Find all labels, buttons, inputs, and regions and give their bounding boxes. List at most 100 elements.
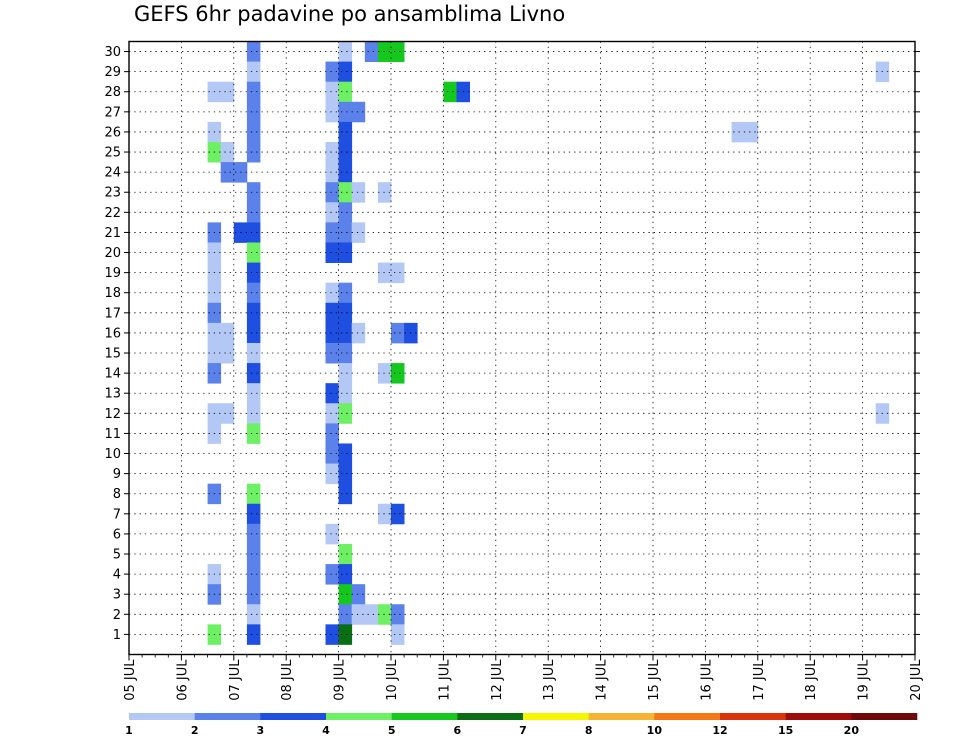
heatmap-cell	[246, 584, 261, 605]
heatmap-cell	[338, 81, 353, 103]
heatmap-cell	[391, 262, 405, 284]
heatmap-cell	[338, 242, 353, 263]
heatmap-cell	[246, 121, 261, 143]
x-tick-label: 20 JUL	[909, 659, 924, 701]
colorbar-label: 5	[388, 724, 396, 737]
y-tick-label: 28	[104, 85, 121, 100]
x-tick-label: 15 JUL	[647, 659, 662, 701]
heatmap-cell	[391, 363, 405, 384]
heatmap-cell	[325, 282, 339, 304]
heatmap-cell	[351, 101, 366, 123]
heatmap-cell	[220, 403, 235, 424]
x-tick-label: 13 JUL	[542, 659, 557, 701]
heatmap-cell	[338, 342, 353, 364]
heatmap-cell	[246, 61, 261, 83]
heatmap-cell	[338, 383, 353, 404]
heatmap-cell	[325, 61, 339, 83]
heatmap-cell	[246, 282, 261, 304]
colorbar-label: 2	[191, 724, 199, 737]
heatmap-cell	[325, 463, 339, 485]
colorbar-swatch	[720, 713, 786, 720]
heatmap-cell	[351, 322, 366, 344]
heatmap-cell	[338, 363, 353, 384]
x-tick-label: 12 JUL	[490, 659, 505, 701]
heatmap-cell	[325, 523, 339, 545]
heatmap-cell	[325, 222, 339, 243]
x-tick-label: 06 JUL	[175, 659, 190, 701]
heatmap-cell	[338, 443, 353, 464]
colorbar-label: 20	[844, 724, 860, 737]
colorbar-swatch	[523, 713, 589, 720]
heatmap-cell	[246, 342, 261, 364]
heatmap-cell	[325, 81, 339, 103]
heatmap-cell	[338, 624, 353, 645]
colorbar-legend: 1 2 3 4 5 6 7 8 10 12 15 20	[125, 713, 918, 737]
x-tick-label: 09 JUL	[333, 659, 348, 701]
heatmap-cell	[325, 242, 339, 263]
heatmap-cell	[338, 564, 353, 585]
heatmap-cell	[246, 182, 261, 203]
heatmap-cell	[325, 564, 339, 585]
heatmap-cell	[220, 342, 235, 364]
heatmap-cell	[391, 604, 405, 625]
heatmap-cell	[246, 101, 261, 123]
y-tick-label: 15	[104, 347, 121, 362]
y-tick-label: 21	[104, 226, 121, 241]
heatmap-cell	[391, 624, 405, 645]
heatmap-cell	[338, 403, 353, 424]
colorbar-label: 8	[585, 724, 593, 737]
heatmap-cell	[246, 483, 261, 505]
heatmap-cell	[391, 503, 405, 525]
heatmap-cell	[338, 61, 353, 83]
x-tick-label: 16 JUL	[699, 659, 714, 701]
heatmap-cell	[220, 322, 235, 344]
heatmap-cell	[338, 322, 353, 344]
gridlines	[129, 41, 915, 655]
x-tick-label: 10 JUL	[385, 659, 400, 701]
heatmap-cell	[338, 222, 353, 243]
heatmap-cell	[443, 81, 457, 103]
heatmap-cell	[325, 624, 339, 645]
y-tick-label: 6	[113, 527, 121, 542]
heatmap-cell	[246, 423, 261, 444]
heatmap-cell	[338, 302, 353, 324]
heatmap-cell	[246, 604, 261, 625]
colorbar-label: 10	[647, 724, 663, 737]
y-tick-label: 8	[113, 487, 121, 502]
heatmap-cell	[325, 141, 339, 163]
heatmap-cell	[338, 282, 353, 304]
y-tick-label: 3	[113, 588, 121, 603]
colorbar-swatch	[326, 713, 392, 720]
heatmap-cell	[246, 383, 261, 404]
heatmap-cell	[246, 242, 261, 263]
colorbar-label: 3	[257, 724, 265, 737]
heatmap-cell	[338, 141, 353, 163]
heatmap-cell	[220, 162, 235, 183]
y-tick-label: 17	[104, 306, 121, 321]
heatmap-cell	[325, 423, 339, 444]
y-tick-label: 9	[113, 467, 121, 482]
heatmap-cell	[338, 543, 353, 565]
heatmap-cell	[246, 262, 261, 284]
y-tick-label: 1	[113, 628, 121, 643]
y-tick-label: 19	[104, 266, 121, 281]
colorbar-label: 4	[322, 724, 330, 737]
heatmap-cell	[364, 41, 379, 62]
colorbar-swatch	[654, 713, 721, 720]
x-tick-label: 18 JUL	[804, 659, 819, 701]
colorbar-swatch	[851, 713, 918, 720]
y-tick-label: 7	[113, 507, 121, 522]
y-axis: 1234567891011121314151617181920212223242…	[104, 45, 920, 643]
heatmap-cell	[246, 302, 261, 324]
heatmap-cell	[351, 604, 366, 625]
heatmap-cell	[246, 141, 261, 163]
y-tick-label: 20	[104, 246, 121, 261]
heatmap-cell	[391, 322, 405, 344]
y-tick-label: 25	[104, 146, 121, 161]
colorbar-swatch	[391, 713, 458, 720]
colorbar-swatch	[588, 713, 655, 720]
heatmap-cell	[391, 41, 405, 62]
heatmap-cell	[338, 463, 353, 485]
heatmap-cell	[325, 302, 339, 324]
